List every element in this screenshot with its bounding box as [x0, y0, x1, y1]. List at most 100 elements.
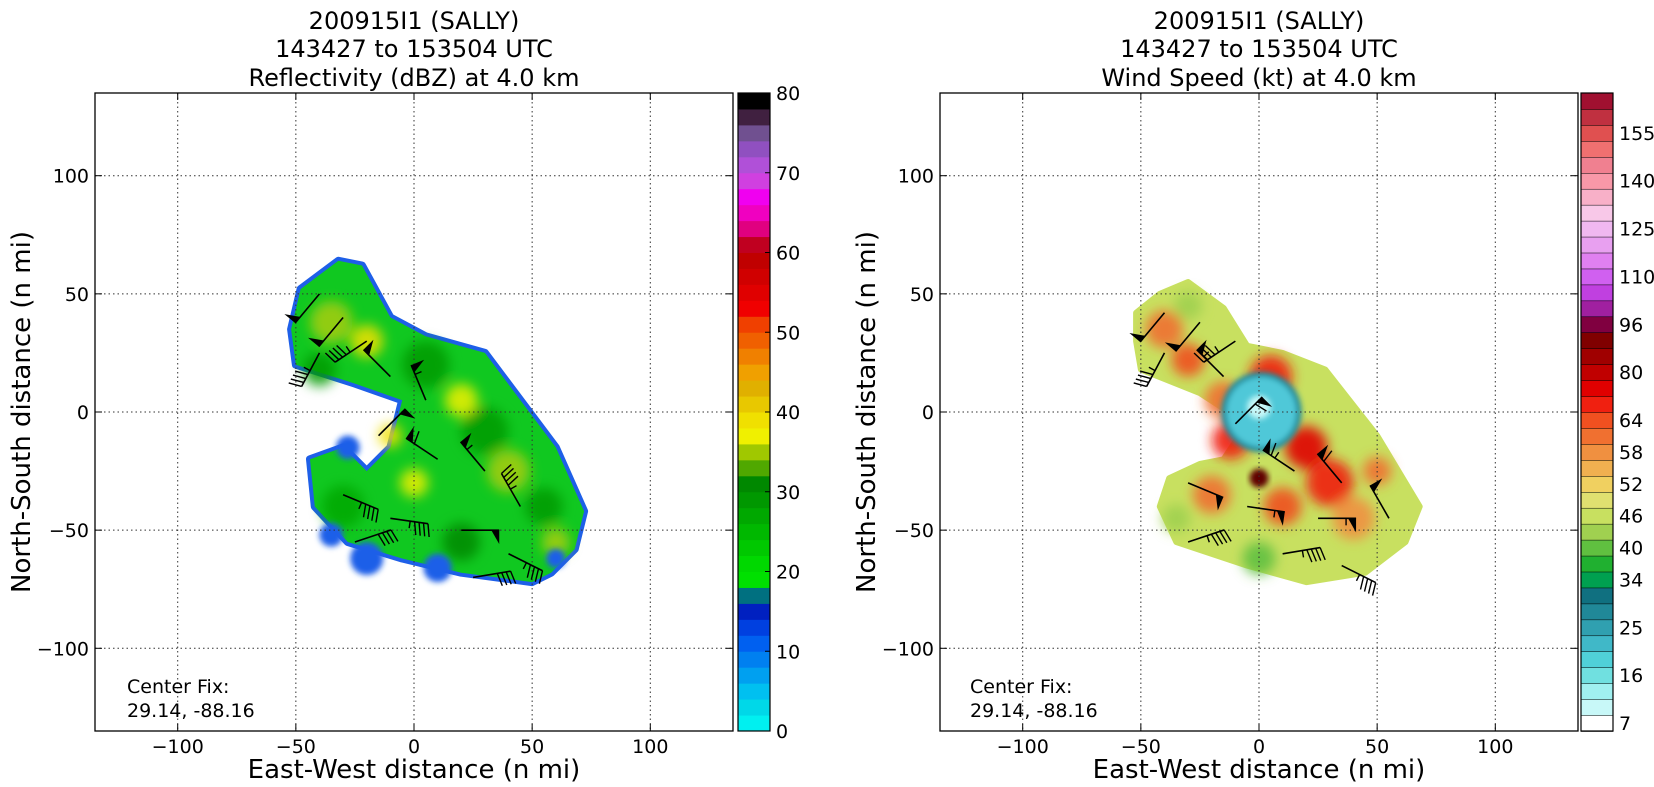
colorbar-bin [1580, 475, 1614, 493]
barb-feather [1133, 382, 1147, 388]
barb-feather [1359, 576, 1365, 590]
colorbar-bin [1580, 395, 1614, 413]
colorbar-bin [738, 412, 770, 429]
colorbar-bin [738, 93, 770, 110]
colorbar-bin [1580, 651, 1614, 668]
panel-title: 200915I1 (SALLY) 143427 to 153504 UTC Wi… [1101, 7, 1416, 92]
barb-feather [505, 471, 517, 482]
barb-feather [422, 523, 426, 537]
barb-feather [509, 570, 517, 584]
title-line-3: Wind Speed (kt) at 4.0 km [1101, 64, 1416, 92]
colorbar-bin [1580, 427, 1614, 445]
colorbar-tick-label: 70 [776, 163, 800, 185]
barb-feather [288, 382, 302, 388]
x-tick-label: −50 [1121, 736, 1161, 758]
colorbar-bin [1580, 236, 1614, 254]
colorbar-bin [738, 699, 770, 716]
colorbar-bin [738, 284, 770, 301]
colorbar-bin [738, 156, 770, 174]
wind-barb [284, 293, 321, 324]
barb-feather [503, 467, 514, 478]
colorbar-bin [1580, 682, 1614, 700]
y-tick-label: 50 [65, 284, 89, 306]
echo-edge-cell-3 [336, 435, 360, 460]
echo-cell-6 [525, 487, 563, 526]
echo-cell-11 [302, 352, 337, 387]
colorbar-tick-label: 40 [776, 402, 800, 424]
colorbar-bin [1580, 523, 1614, 541]
barb-feather [1210, 533, 1219, 546]
colorbar-bin [738, 316, 770, 333]
y-axis-label: North-South distance (n mi) [7, 231, 37, 593]
colorbar-bin [738, 380, 770, 397]
barb-feather [1219, 531, 1228, 544]
max-wind-core [1249, 468, 1269, 488]
colorbar-bin [1580, 140, 1614, 158]
wind-barb [461, 529, 500, 545]
barb-flag [1196, 339, 1207, 356]
barb-half-feather [1148, 366, 1156, 372]
colorbar-tick-label: 7 [1619, 713, 1631, 735]
colorbar-bin [1580, 252, 1614, 270]
center-fix-label: Center Fix: [127, 676, 229, 698]
wind-barb [500, 463, 522, 507]
wind-barb [1164, 321, 1201, 352]
wind-speed-field [1133, 279, 1423, 586]
colorbar-bin [1580, 603, 1614, 621]
barb-shaft [354, 529, 392, 543]
barb-shaft [318, 316, 344, 348]
echo-cell-5 [487, 449, 530, 493]
barb-shaft [1247, 505, 1285, 513]
y-tick-label: 0 [922, 402, 934, 424]
wind-barb [354, 529, 399, 546]
barb-flag [1276, 510, 1285, 526]
colorbar-tick-label: 80 [1619, 362, 1643, 384]
axis-ticks: −100 −50 0 50 100 −100 −50 0 50 100 [37, 93, 733, 758]
colorbar-bin [1580, 108, 1614, 126]
barb-feather [324, 352, 336, 363]
echo-edge-cell-4 [546, 549, 566, 568]
barb-feather [362, 504, 367, 518]
colorbar-bin [738, 603, 770, 620]
x-tick-label: 50 [1365, 736, 1389, 758]
wind-speed-panel: 200915I1 (SALLY) 143427 to 153504 UTC Wi… [852, 7, 1654, 785]
wind-barb [1129, 312, 1166, 343]
x-axis-label: East-West distance (n mi) [1093, 755, 1426, 785]
barb-feather [292, 374, 307, 380]
wind-cell-10 [1162, 504, 1191, 533]
colorbar-tick-label: 0 [776, 721, 788, 743]
barb-shaft [1341, 564, 1377, 584]
y-axis-label: North-South distance (n mi) [852, 231, 882, 593]
echo-cell-2 [402, 341, 450, 389]
colorbar-tick-label: 40 [1619, 538, 1643, 560]
barb-flag [1370, 478, 1383, 493]
reflectivity-panel: 200915I1 (SALLY) 143427 to 153504 UTC Re… [7, 7, 800, 785]
grid-lines [95, 93, 733, 731]
wind-barb [410, 359, 427, 401]
colorbar-bin [738, 332, 770, 349]
title-line-1: 200915I1 (SALLY) [309, 7, 520, 35]
barb-feather [413, 521, 417, 536]
colorbar-bin [1580, 539, 1614, 557]
barb-half-feather [466, 444, 473, 451]
x-tick-label: −100 [997, 736, 1049, 758]
colorbar-bin [738, 651, 770, 668]
colorbar-bin [1580, 284, 1614, 302]
barb-feather [1319, 547, 1326, 561]
wind-barb [390, 517, 430, 538]
center-fix-coords: 29.14, -88.16 [127, 700, 255, 722]
colorbar-bin [1580, 268, 1614, 286]
colorbar-bin [738, 523, 770, 541]
barb-feather [505, 571, 512, 585]
echo-edge-cell-2 [319, 523, 344, 547]
y-tick-label: −100 [882, 638, 934, 660]
barb-feather [386, 531, 395, 544]
echo-cell-4 [461, 407, 509, 455]
colorbar-bin [738, 635, 770, 652]
colorbar-bin [738, 571, 770, 588]
echo-cell-7 [399, 468, 429, 498]
barb-shaft [1145, 352, 1166, 387]
colorbar-bin [1580, 347, 1614, 365]
barb-feather [1270, 442, 1277, 456]
y-tick-label: −100 [37, 638, 89, 660]
